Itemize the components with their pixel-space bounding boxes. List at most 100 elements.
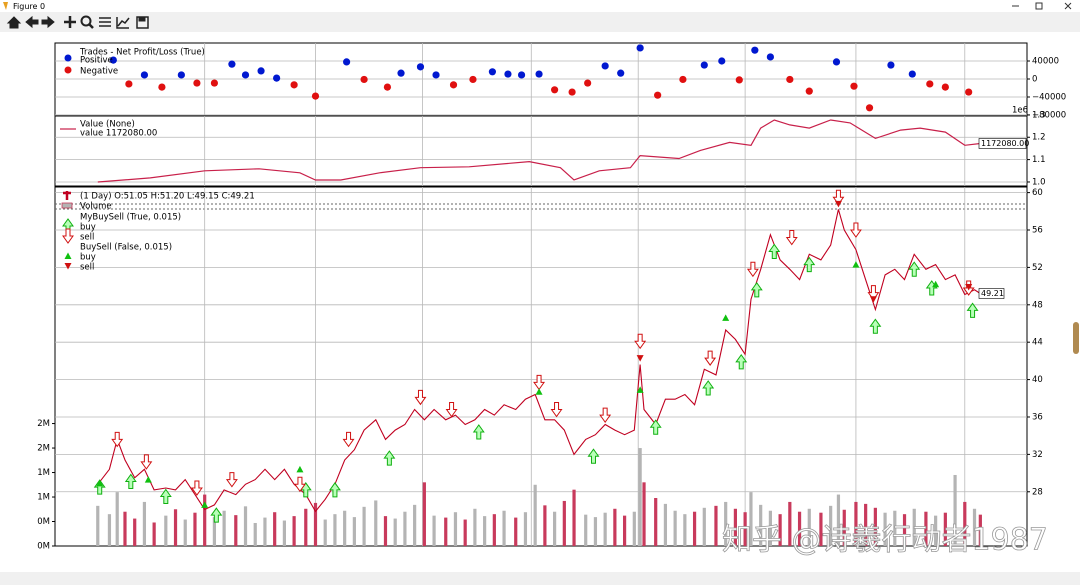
value-label: 49.21	[981, 289, 1004, 298]
window-title: Figure 0	[13, 2, 45, 11]
save-button[interactable]	[136, 16, 149, 29]
sell-signal	[867, 285, 880, 301]
volume-bar	[692, 511, 697, 546]
zoom-button[interactable]	[80, 15, 94, 29]
volume-bar	[352, 517, 356, 546]
volume-bar	[115, 492, 119, 546]
buy-signal	[201, 501, 209, 508]
y-tick-label: 1M	[37, 493, 50, 503]
volume-bar	[943, 512, 947, 546]
volume-bar	[142, 501, 147, 546]
trade-point	[311, 92, 320, 100]
trade-point	[535, 70, 543, 78]
volume-bar	[553, 511, 557, 546]
legend-marker	[62, 228, 74, 244]
home-button[interactable]	[6, 16, 22, 29]
sell-signal	[190, 480, 203, 496]
trade-point	[700, 61, 708, 69]
volume-bar	[243, 506, 248, 546]
volume-bar	[422, 482, 426, 546]
price-line	[97, 209, 981, 513]
axes-button[interactable]	[116, 17, 130, 29]
legend-label: Negative	[80, 67, 118, 77]
volume-bar	[463, 519, 467, 546]
forward-button[interactable]	[41, 15, 55, 29]
volume-bar	[292, 516, 296, 546]
buy-signal	[296, 465, 304, 473]
volume-bar	[584, 514, 588, 546]
trade-point	[805, 87, 813, 95]
volume-bar	[403, 511, 407, 546]
toolbar-icons	[6, 15, 149, 29]
volume-bar	[543, 505, 547, 546]
scrollbar-thumb[interactable]	[1073, 322, 1079, 354]
volume-bar	[374, 500, 378, 546]
y-tick-label: 0	[1032, 75, 1037, 85]
volume-bar	[864, 503, 868, 546]
volume-bar	[313, 502, 318, 546]
trade-point	[109, 56, 117, 64]
sell-signal	[293, 476, 306, 493]
sell-signal	[342, 431, 355, 448]
value-axes	[54, 115, 1028, 187]
volume-bar	[654, 498, 658, 546]
volume-bar	[724, 501, 728, 546]
trade-point	[416, 63, 425, 71]
volume-bar	[502, 510, 506, 546]
sell-signal	[869, 296, 877, 303]
legend-label: sell	[80, 233, 94, 243]
legend-marker	[64, 66, 72, 74]
y-tick-label: 60	[1032, 188, 1043, 198]
close-button[interactable]	[1064, 2, 1072, 10]
y-tick-label: −80000	[1032, 111, 1066, 121]
trade-point	[257, 67, 265, 75]
trade-point	[488, 68, 496, 76]
pan-button[interactable]	[64, 16, 76, 28]
axis-offset-label: 1e6	[1012, 106, 1028, 116]
maximize-button[interactable]	[1035, 2, 1043, 10]
y-tick-label: 56	[1032, 226, 1043, 236]
legend-label: value 1172080.00	[80, 129, 157, 139]
volume-bar	[663, 503, 668, 546]
trade-point	[926, 80, 934, 88]
volume-bar	[253, 522, 257, 546]
volume-bar	[212, 517, 217, 546]
trade-point	[601, 62, 609, 70]
back-button[interactable]	[25, 15, 39, 29]
buy-signal	[750, 281, 763, 298]
configure-button[interactable]	[99, 17, 111, 27]
volume-bar	[638, 448, 642, 546]
sell-signal	[533, 374, 546, 391]
trade-point	[158, 83, 166, 91]
buy-signal	[210, 507, 223, 523]
volume-bar	[473, 508, 477, 546]
volume-bar	[483, 516, 487, 546]
volume-bar	[593, 517, 598, 546]
sell-signal	[965, 284, 973, 291]
buy-signal	[299, 482, 312, 498]
buy-signal	[869, 318, 882, 334]
volume-bar	[873, 507, 877, 546]
volume-bar	[96, 505, 100, 546]
volume-bar	[362, 506, 366, 546]
y-tick-label: 1.3	[1032, 110, 1046, 120]
plot-layer: 40000 0 −40000 −80000 Trades - Net Profit/Lo…	[37, 43, 1066, 552]
title-bar	[0, 0, 1080, 12]
volume-bar	[562, 500, 566, 546]
trade-point	[360, 75, 368, 84]
y-tick-label: 2M	[37, 444, 50, 454]
volume-bar	[234, 515, 238, 546]
trade-point	[908, 70, 916, 78]
y-tick-label: −40000	[1032, 93, 1066, 103]
volume-bar	[613, 508, 617, 546]
volume-bar	[836, 494, 841, 546]
legend-marker	[64, 54, 72, 62]
trade-point	[432, 71, 440, 79]
trade-point	[865, 104, 874, 112]
y-tick-label: 52	[1032, 263, 1043, 273]
volume-bar	[924, 511, 928, 546]
sell-signal	[785, 229, 798, 246]
volume-bar	[683, 514, 687, 546]
volume-bar	[514, 517, 518, 546]
sell-signal	[634, 333, 647, 350]
